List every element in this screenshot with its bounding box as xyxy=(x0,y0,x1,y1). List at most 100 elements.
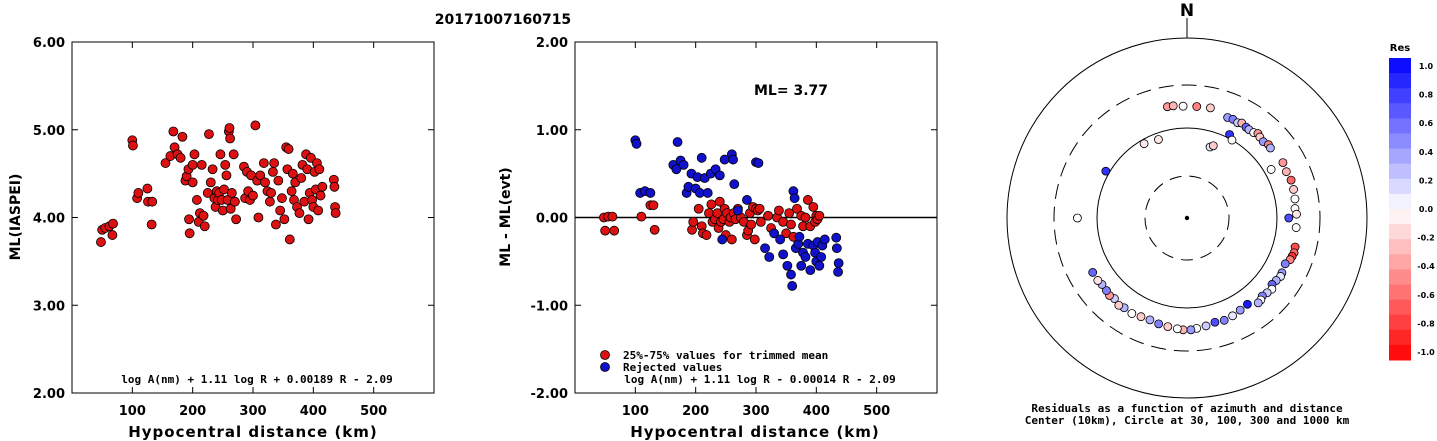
middle-xtick-label: 300 xyxy=(742,404,769,419)
middle-scatter-panel: ML - ML(evt) Hypocentral distance (km) M… xyxy=(498,36,938,441)
polar-station-point xyxy=(1208,141,1218,151)
left-point-series-0 xyxy=(187,159,198,170)
middle-point-series-1 xyxy=(702,188,713,198)
middle-point-series-1 xyxy=(782,260,793,271)
middle-point-series-1 xyxy=(760,243,770,254)
middle-xtick-label: 400 xyxy=(803,404,830,419)
polar-station-point xyxy=(1210,317,1220,327)
middle-point-series-0 xyxy=(792,203,802,214)
left-point-series-0 xyxy=(286,186,297,197)
middle-data-points xyxy=(599,135,844,291)
left-point-series-0 xyxy=(175,152,186,163)
middle-point-series-1 xyxy=(833,267,843,277)
polar-station-point xyxy=(1291,223,1301,232)
polar-caption-line1: Residuals as a function of azimuth and d… xyxy=(1031,402,1343,415)
middle-point-series-0 xyxy=(808,202,819,212)
left-point-series-0 xyxy=(314,164,325,175)
colorbar-cell xyxy=(1389,284,1411,301)
polar-station-point xyxy=(1072,213,1082,223)
polar-station-point xyxy=(1281,167,1291,177)
left-point-series-0 xyxy=(142,183,153,194)
left-point-series-0 xyxy=(277,193,287,204)
colorbar-tick-label: 0.0 xyxy=(1419,205,1434,214)
epicenter-dot xyxy=(1184,215,1190,221)
middle-point-series-0 xyxy=(814,210,825,221)
left-point-series-0 xyxy=(204,129,214,140)
middle-point-series-1 xyxy=(728,154,738,165)
polar-station-point xyxy=(1088,268,1098,277)
left-point-series-0 xyxy=(279,214,290,225)
ring-100km xyxy=(1096,127,1278,309)
left-point-series-0 xyxy=(224,123,235,133)
colorbar-tick-label: 0.4 xyxy=(1419,148,1434,157)
polar-station-point xyxy=(1102,286,1111,295)
colorbar-cell xyxy=(1389,344,1411,361)
middle-point-series-1 xyxy=(714,170,725,181)
left-point-series-0 xyxy=(315,190,326,201)
left-point-series-0 xyxy=(260,177,270,188)
polar-station-point xyxy=(1286,175,1296,185)
left-point-series-0 xyxy=(296,173,307,183)
left-point-series-0 xyxy=(184,214,194,225)
polar-station-point xyxy=(1139,139,1149,149)
middle-xtick-label: 200 xyxy=(682,404,709,419)
left-point-series-0 xyxy=(199,221,210,232)
colorbar-tick-label: -0.4 xyxy=(1417,262,1435,271)
left-point-series-0 xyxy=(187,177,198,188)
left-ytick-label: 4.00 xyxy=(33,212,65,227)
polar-station-point xyxy=(1154,319,1164,329)
middle-point-series-0 xyxy=(774,205,784,216)
middle-point-series-1 xyxy=(769,228,779,239)
middle-point-series-0 xyxy=(784,208,795,219)
left-point-series-0 xyxy=(313,205,324,216)
left-point-series-0 xyxy=(191,195,202,205)
middle-point-series-1 xyxy=(833,258,844,269)
middle-point-series-0 xyxy=(701,230,712,240)
left-x-axis-label: Hypocentral distance (km) xyxy=(128,423,378,441)
middle-point-series-1 xyxy=(787,281,798,291)
polar-station-point xyxy=(1235,305,1245,315)
left-point-series-0 xyxy=(317,181,328,192)
middle-point-series-0 xyxy=(712,208,723,219)
polar-station-point xyxy=(1227,135,1237,145)
left-point-series-0 xyxy=(228,149,239,160)
left-point-series-0 xyxy=(287,168,298,179)
middle-point-series-0 xyxy=(755,216,766,227)
middle-point-series-0 xyxy=(786,219,796,230)
left-data-points xyxy=(96,120,341,247)
left-point-series-0 xyxy=(108,218,118,229)
middle-point-series-1 xyxy=(631,138,642,149)
left-xtick-label: 300 xyxy=(239,404,266,419)
left-point-series-0 xyxy=(177,131,188,142)
left-point-series-0 xyxy=(128,140,138,151)
middle-point-series-1 xyxy=(764,252,775,262)
middle-point-series-1 xyxy=(819,234,830,245)
left-point-series-0 xyxy=(294,208,305,219)
left-point-series-0 xyxy=(226,188,237,198)
polar-station-point xyxy=(1201,321,1211,331)
polar-station-point xyxy=(1168,101,1178,111)
colorbar-cell xyxy=(1389,224,1411,240)
middle-point-series-0 xyxy=(648,200,659,211)
polar-station-point xyxy=(1284,213,1294,223)
legend-rejected-label: Rejected values xyxy=(623,361,722,374)
left-point-series-0 xyxy=(266,188,277,198)
polar-station-point xyxy=(1178,101,1188,111)
polar-station-point xyxy=(1243,299,1252,309)
polar-station-point xyxy=(1280,259,1290,269)
colorbar-cell xyxy=(1389,269,1411,285)
left-xtick-label: 200 xyxy=(179,404,206,419)
middle-point-series-0 xyxy=(706,199,717,210)
left-xtick-label: 500 xyxy=(360,404,387,419)
middle-ytick-label: -1.00 xyxy=(531,299,568,314)
polar-station-point xyxy=(1266,165,1276,174)
middle-point-series-0 xyxy=(693,203,704,214)
left-ytick-label: 5.00 xyxy=(33,124,65,139)
colorbar-cell xyxy=(1389,239,1411,255)
middle-point-series-1 xyxy=(645,188,656,198)
middle-xtick-label: 500 xyxy=(863,404,890,419)
legend-used-label: 25%-75% values for trimmed mean xyxy=(623,349,828,362)
polar-caption-line2: Center (10km), Circle at 30, 100, 300 an… xyxy=(1025,414,1350,427)
middle-point-series-1 xyxy=(816,252,827,262)
colorbar-cell xyxy=(1389,254,1411,270)
